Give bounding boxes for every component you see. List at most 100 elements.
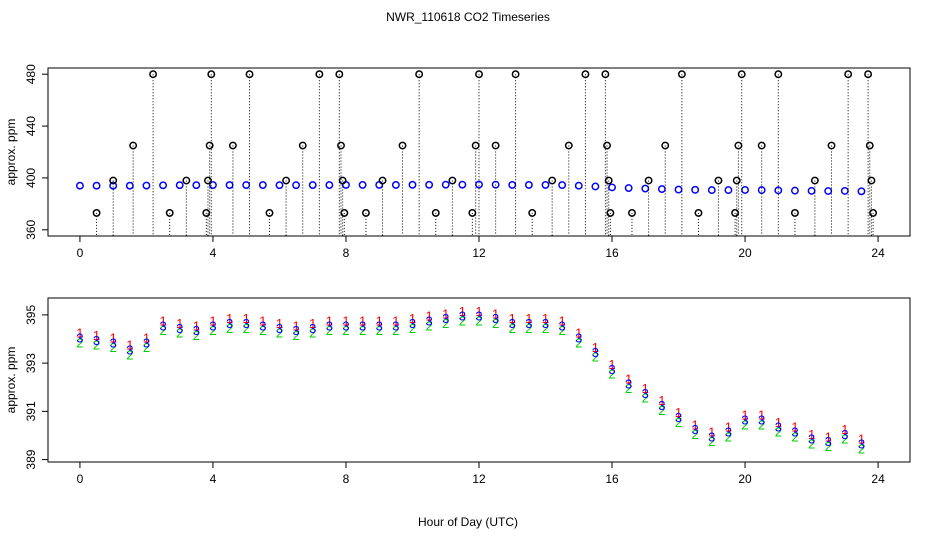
glyph-point: 2 <box>392 323 399 338</box>
y-tick-label: 440 <box>24 116 38 136</box>
glyph-point: 3 <box>592 345 599 360</box>
y-tick-label: 400 <box>24 168 38 188</box>
point <box>298 141 307 150</box>
point <box>641 184 650 193</box>
glyph-point: 2 <box>176 326 183 341</box>
point <box>691 185 700 194</box>
point <box>724 186 733 195</box>
glyph-point: 2 <box>525 321 532 336</box>
glyph-point: 2 <box>376 323 383 338</box>
point <box>732 176 741 185</box>
x-tick-label: 12 <box>472 246 486 260</box>
glyph-point: 1 <box>193 318 200 333</box>
glyph-point: 1 <box>425 309 432 324</box>
point <box>604 176 613 185</box>
point <box>867 176 876 185</box>
glyph-point: 1 <box>209 314 216 329</box>
glyph-point: 1 <box>126 338 133 353</box>
glyph-point: 3 <box>675 410 682 425</box>
point <box>361 208 370 217</box>
glyph-point: 2 <box>559 323 566 338</box>
point <box>475 70 483 79</box>
point <box>282 176 291 185</box>
point <box>125 181 134 190</box>
glyph-point: 3 <box>193 323 200 338</box>
glyph-point: 3 <box>642 386 649 401</box>
glyph-point: 1 <box>675 405 682 420</box>
glyph-point: 1 <box>808 427 815 442</box>
point <box>774 186 783 195</box>
point <box>202 208 211 217</box>
point <box>707 186 716 195</box>
point <box>165 208 174 217</box>
glyph-point: 1 <box>775 415 782 430</box>
glyph-point: 2 <box>575 335 582 350</box>
glyph-point: 2 <box>425 318 432 333</box>
point <box>737 70 746 79</box>
y-tick-label: 393 <box>24 353 38 373</box>
point <box>865 141 874 150</box>
glyph-point: 3 <box>176 321 183 336</box>
point <box>864 70 873 79</box>
point <box>204 176 212 185</box>
glyph-point: 2 <box>708 434 715 449</box>
glyph-point: 1 <box>409 311 416 326</box>
glyph-point: 2 <box>442 316 449 331</box>
glyph-point: 2 <box>592 350 599 365</box>
glyph-point: 1 <box>309 316 316 331</box>
x-tick-label: 0 <box>77 472 84 486</box>
glyph-point: 2 <box>93 338 100 353</box>
glyph-point: 3 <box>425 314 432 329</box>
point <box>541 180 550 189</box>
point <box>824 187 833 195</box>
glyph-point: 3 <box>575 330 582 345</box>
glyph-point: 3 <box>376 318 383 333</box>
point <box>258 181 267 190</box>
glyph-point: 1 <box>642 381 649 396</box>
glyph-point: 2 <box>858 441 865 456</box>
glyph-point: 1 <box>758 408 765 423</box>
point <box>491 141 500 150</box>
point <box>528 208 537 217</box>
glyph-point: 3 <box>858 437 865 452</box>
point <box>511 70 520 79</box>
point <box>315 70 324 79</box>
point <box>601 70 610 79</box>
glyph-point: 3 <box>326 318 333 333</box>
glyph-point: 1 <box>292 318 299 333</box>
point <box>109 176 118 185</box>
point <box>342 180 350 189</box>
point <box>827 141 836 150</box>
point <box>182 176 191 185</box>
point <box>857 187 866 196</box>
glyph-point: 1 <box>359 314 366 329</box>
glyph-point: 3 <box>758 412 765 427</box>
glyph-point: 2 <box>143 340 150 355</box>
glyph-point: 2 <box>608 367 615 382</box>
point <box>524 180 533 189</box>
glyph-point: 1 <box>692 417 699 432</box>
x-tick-label: 20 <box>738 246 752 260</box>
point <box>275 181 284 190</box>
x-axis-label: Hour of Day (UTC) <box>418 515 518 529</box>
glyph-point: 1 <box>76 326 83 341</box>
point <box>175 181 184 190</box>
point <box>810 176 819 185</box>
point <box>75 181 84 190</box>
point <box>265 208 274 217</box>
point <box>714 176 723 185</box>
glyph-point: 3 <box>226 316 233 331</box>
point <box>391 180 400 189</box>
glyph-point: 3 <box>775 420 782 435</box>
glyph-point: 2 <box>409 321 416 336</box>
point <box>558 181 567 190</box>
glyph-point: 2 <box>808 437 815 452</box>
glyph-point: 3 <box>442 311 449 326</box>
glyph-point: 3 <box>492 311 499 326</box>
point <box>603 141 611 150</box>
x-tick-label: 8 <box>343 246 350 260</box>
point <box>757 186 766 195</box>
glyph-point: 2 <box>642 391 649 406</box>
point <box>338 176 347 185</box>
